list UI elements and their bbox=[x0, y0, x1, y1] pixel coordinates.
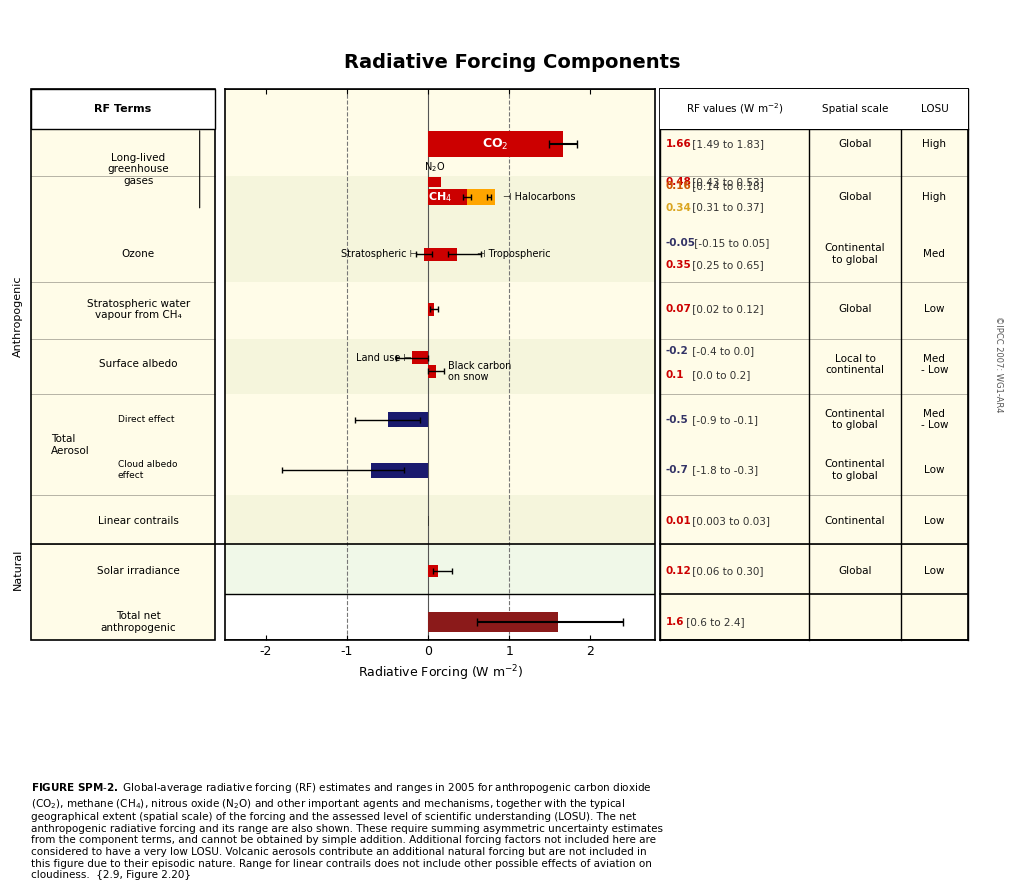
Text: [-1.8 to -0.3]: [-1.8 to -0.3] bbox=[689, 465, 759, 475]
Text: 1.6: 1.6 bbox=[666, 617, 684, 627]
Text: 0.07: 0.07 bbox=[666, 304, 691, 315]
Text: Low: Low bbox=[924, 566, 945, 576]
Text: Med
- Low: Med - Low bbox=[921, 409, 948, 430]
Bar bbox=[225, 395, 655, 495]
Text: Natural: Natural bbox=[12, 549, 23, 589]
Text: Global: Global bbox=[839, 192, 871, 202]
Text: CO$_2$: CO$_2$ bbox=[482, 137, 509, 151]
Bar bbox=[387, 412, 428, 428]
Text: RF values (W m$^{-2}$): RF values (W m$^{-2}$) bbox=[686, 101, 783, 116]
Text: [0.25 to 0.65]: [0.25 to 0.65] bbox=[689, 260, 764, 270]
Text: [0.003 to 0.03]: [0.003 to 0.03] bbox=[689, 516, 770, 525]
Text: Long-lived
greenhouse
gases: Long-lived greenhouse gases bbox=[108, 153, 169, 186]
Text: Radiative Forcing Components: Radiative Forcing Components bbox=[344, 52, 680, 72]
Bar bbox=[225, 543, 655, 594]
Text: ⊣ Tropospheric: ⊣ Tropospheric bbox=[477, 249, 551, 260]
Text: Direct effect: Direct effect bbox=[118, 415, 174, 424]
Bar bbox=[225, 176, 655, 282]
Bar bbox=[225, 594, 655, 640]
Text: High: High bbox=[923, 139, 946, 149]
Text: Stratospheric ⊢: Stratospheric ⊢ bbox=[341, 249, 418, 260]
Text: 1.66: 1.66 bbox=[666, 139, 691, 149]
Text: [0.6 to 2.4]: [0.6 to 2.4] bbox=[683, 617, 744, 627]
Bar bbox=[428, 188, 467, 204]
Text: [0.14 to 0.18]: [0.14 to 0.18] bbox=[689, 181, 764, 191]
Bar bbox=[428, 365, 436, 378]
Text: Surface albedo: Surface albedo bbox=[99, 359, 177, 370]
Text: Land use ⊢: Land use ⊢ bbox=[355, 353, 412, 363]
Bar bbox=[428, 303, 434, 316]
Bar bbox=[428, 565, 438, 578]
Text: [1.49 to 1.83]: [1.49 to 1.83] bbox=[689, 139, 764, 149]
Bar bbox=[225, 495, 655, 543]
Text: Low: Low bbox=[924, 304, 945, 315]
Text: Black carbon
on snow: Black carbon on snow bbox=[449, 361, 512, 382]
Text: 0.35: 0.35 bbox=[666, 260, 691, 270]
Text: Total net
anthropogenic: Total net anthropogenic bbox=[100, 611, 176, 632]
Text: 0.34: 0.34 bbox=[666, 203, 691, 212]
X-axis label: Radiative Forcing (W m$^{-2}$): Radiative Forcing (W m$^{-2}$) bbox=[357, 663, 523, 683]
Text: ⊣ Halocarbons: ⊣ Halocarbons bbox=[503, 192, 575, 202]
Text: Continental
to global: Continental to global bbox=[824, 409, 886, 430]
Text: Global: Global bbox=[839, 566, 871, 576]
Text: [0.0 to 0.2]: [0.0 to 0.2] bbox=[689, 370, 751, 380]
Bar bbox=[412, 351, 428, 364]
Text: CH$_4$: CH$_4$ bbox=[428, 190, 453, 204]
Bar bbox=[428, 612, 558, 632]
Text: Low: Low bbox=[924, 516, 945, 525]
Text: Anthropogenic: Anthropogenic bbox=[12, 276, 23, 357]
Text: 0.01: 0.01 bbox=[666, 516, 691, 525]
Text: Local to
continental: Local to continental bbox=[825, 354, 885, 375]
Bar bbox=[424, 248, 428, 260]
Text: [-0.4 to 0.0]: [-0.4 to 0.0] bbox=[689, 346, 755, 356]
Text: -0.7: -0.7 bbox=[666, 465, 688, 475]
Text: 0.1: 0.1 bbox=[666, 370, 684, 380]
Text: Solar irradiance: Solar irradiance bbox=[97, 566, 179, 576]
Text: Total
Aerosol: Total Aerosol bbox=[51, 434, 90, 456]
Text: 0.12: 0.12 bbox=[666, 566, 691, 576]
Text: Cloud albedo
effect: Cloud albedo effect bbox=[118, 461, 177, 480]
Text: Stratospheric water
vapour from CH₄: Stratospheric water vapour from CH₄ bbox=[87, 299, 189, 320]
Text: Spatial scale: Spatial scale bbox=[822, 104, 888, 114]
Text: Ozone: Ozone bbox=[122, 249, 155, 260]
Text: $\bf{FIGURE\ SPM\text{-}2.}$ Global-average radiative forcing (RF) estimates and: $\bf{FIGURE\ SPM\text{-}2.}$ Global-aver… bbox=[31, 781, 663, 880]
Bar bbox=[467, 188, 495, 204]
Text: [-0.9 to -0.1]: [-0.9 to -0.1] bbox=[689, 414, 758, 425]
Text: [-0.15 to 0.05]: [-0.15 to 0.05] bbox=[691, 237, 770, 248]
Bar bbox=[428, 132, 563, 156]
Text: Continental
to global: Continental to global bbox=[824, 244, 886, 265]
Text: [0.06 to 0.30]: [0.06 to 0.30] bbox=[689, 566, 764, 576]
Text: Continental
to global: Continental to global bbox=[824, 460, 886, 481]
Text: -0.05: -0.05 bbox=[666, 237, 695, 248]
Text: [0.31 to 0.37]: [0.31 to 0.37] bbox=[689, 203, 764, 212]
Text: -0.2: -0.2 bbox=[666, 346, 688, 356]
Text: LOSU: LOSU bbox=[921, 104, 948, 114]
Text: ©IPCC 2007: WG1-AR4: ©IPCC 2007: WG1-AR4 bbox=[994, 316, 1002, 412]
Text: N$_2$O: N$_2$O bbox=[424, 160, 445, 174]
Text: High: High bbox=[923, 192, 946, 202]
Text: Low: Low bbox=[924, 465, 945, 475]
Text: [0.43 to 0.53]: [0.43 to 0.53] bbox=[689, 177, 764, 187]
Bar bbox=[225, 89, 655, 176]
Text: 0.16: 0.16 bbox=[666, 181, 691, 191]
Text: Med: Med bbox=[924, 249, 945, 260]
Bar bbox=[225, 340, 655, 395]
Bar bbox=[225, 282, 655, 340]
Text: Global: Global bbox=[839, 304, 871, 315]
Text: Linear contrails: Linear contrails bbox=[98, 516, 178, 525]
Text: Med
- Low: Med - Low bbox=[921, 354, 948, 375]
Text: 0.48: 0.48 bbox=[666, 177, 691, 187]
Text: Global: Global bbox=[839, 139, 871, 149]
Bar bbox=[372, 462, 428, 477]
Text: [0.02 to 0.12]: [0.02 to 0.12] bbox=[689, 304, 764, 315]
Text: RF Terms: RF Terms bbox=[94, 104, 152, 114]
Text: -0.5: -0.5 bbox=[666, 414, 688, 425]
Bar bbox=[428, 177, 441, 187]
Bar bbox=[428, 248, 457, 260]
Text: Continental: Continental bbox=[824, 516, 886, 525]
